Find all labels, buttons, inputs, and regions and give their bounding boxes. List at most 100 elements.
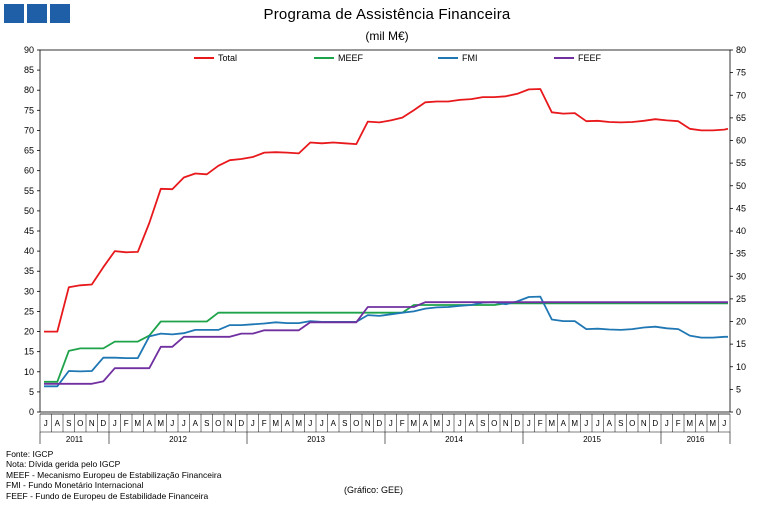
x-month-label: J: [584, 419, 588, 428]
plot-area: [39, 49, 731, 413]
y-left-tick-label: 5: [29, 387, 34, 397]
y-left-tick-label: 70: [24, 125, 34, 135]
x-month-label: N: [641, 419, 647, 428]
x-month-label: N: [503, 419, 509, 428]
x-year-label: 2014: [445, 435, 463, 444]
x-month-label: S: [618, 419, 623, 428]
y-left-tick-label: 65: [24, 146, 34, 156]
note-debt: Nota: Dívida gerida pelo IGCP: [6, 459, 121, 470]
x-month-label: A: [699, 419, 705, 428]
x-month-label: O: [77, 419, 83, 428]
legend-label-total: Total: [218, 53, 237, 63]
y-right-tick-label: 0: [736, 407, 741, 417]
x-month-label: M: [295, 419, 302, 428]
x-month-label: D: [238, 419, 244, 428]
x-month-label: M: [134, 419, 141, 428]
x-month-label: J: [722, 419, 726, 428]
x-month-label: S: [204, 419, 209, 428]
y-left-tick-label: 80: [24, 85, 34, 95]
x-month-label: M: [272, 419, 279, 428]
y-right-tick-label: 80: [736, 45, 746, 55]
y-right-tick-label: 25: [736, 294, 746, 304]
x-month-label: A: [423, 419, 429, 428]
note-meef: MEEF - Mecanismo Europeu de Estabilizaçã…: [6, 469, 222, 480]
x-month-label: M: [410, 419, 417, 428]
x-month-label: D: [100, 419, 106, 428]
y-right-tick-label: 50: [736, 181, 746, 191]
series-line-fmi: [44, 295, 728, 388]
x-month-label: M: [157, 419, 164, 428]
x-month-label: A: [561, 419, 567, 428]
brand-logo: [4, 4, 70, 23]
x-month-label: J: [320, 419, 324, 428]
y-left-tick-label: 15: [24, 347, 34, 357]
x-month-label: J: [446, 419, 450, 428]
x-month-label: J: [113, 419, 117, 428]
x-month-label: J: [251, 419, 255, 428]
x-year-label: 2016: [687, 435, 705, 444]
x-month-label: O: [215, 419, 221, 428]
x-year-label: 2011: [66, 435, 84, 444]
y-left-tick-label: 10: [24, 367, 34, 377]
y-left-tick-label: 40: [24, 246, 34, 256]
x-month-label: M: [433, 419, 440, 428]
y-right-tick-label: 20: [736, 317, 746, 327]
y-left-tick-label: 55: [24, 186, 34, 196]
x-month-label: J: [170, 419, 174, 428]
x-month-label: J: [458, 419, 462, 428]
x-month-label: N: [365, 419, 371, 428]
x-month-label: J: [182, 419, 186, 428]
x-year-label: 2013: [307, 435, 325, 444]
y-right-tick-label: 30: [736, 271, 746, 281]
x-month-label: A: [147, 419, 153, 428]
graphic-source: (Gráfico: GEE): [344, 485, 404, 495]
y-right-tick-label: 5: [736, 384, 741, 394]
legend-label-fmi: FMI: [462, 53, 478, 63]
x-month-label: A: [193, 419, 199, 428]
logo-square: [27, 4, 47, 23]
x-month-label: N: [89, 419, 95, 428]
x-month-label: D: [652, 419, 658, 428]
y-left-tick-label: 35: [24, 266, 34, 276]
x-month-label: M: [571, 419, 578, 428]
y-right-tick-label: 75: [736, 68, 746, 78]
note-feef: FEEF - Fundo de Europeu de Estabilidade …: [6, 490, 209, 501]
x-month-label: A: [285, 419, 291, 428]
y-left-tick-label: 45: [24, 226, 34, 236]
y-left-tick-label: 50: [24, 206, 34, 216]
y-left-tick-label: 85: [24, 65, 34, 75]
x-month-label: D: [514, 419, 520, 428]
x-month-label: M: [548, 419, 555, 428]
legend-label-feef: FEEF: [578, 53, 602, 63]
x-month-label: O: [491, 419, 497, 428]
x-year-label: 2015: [583, 435, 601, 444]
x-month-label: D: [376, 419, 382, 428]
note-source: Fonte: IGCP: [6, 449, 54, 459]
series-line-feef: [44, 301, 728, 385]
x-month-label: A: [55, 419, 61, 428]
x-month-label: F: [538, 419, 543, 428]
x-month-label: O: [353, 419, 359, 428]
note-fmi: FMI - Fundo Monetário Internacional: [6, 480, 144, 491]
x-month-label: O: [629, 419, 635, 428]
y-right-tick-label: 55: [736, 158, 746, 168]
x-month-label: N: [227, 419, 233, 428]
series-line-meef: [44, 302, 728, 383]
series-line-total: [44, 88, 729, 333]
logo-square: [50, 4, 70, 23]
y-left-tick-label: 60: [24, 166, 34, 176]
x-month-label: A: [331, 419, 337, 428]
x-month-label: J: [389, 419, 393, 428]
x-month-label: J: [665, 419, 669, 428]
x-month-label: J: [596, 419, 600, 428]
x-year-label: 2012: [169, 435, 187, 444]
y-right-tick-label: 10: [736, 362, 746, 372]
x-month-label: S: [480, 419, 485, 428]
chart-notes: Fonte: IGCP Nota: Dívida gerida pelo IGC…: [6, 449, 221, 501]
y-right-tick-label: 15: [736, 339, 746, 349]
legend-label-meef: MEEF: [338, 53, 364, 63]
x-month-label: M: [686, 419, 693, 428]
x-month-label: F: [262, 419, 267, 428]
y-left-tick-label: 0: [29, 407, 34, 417]
